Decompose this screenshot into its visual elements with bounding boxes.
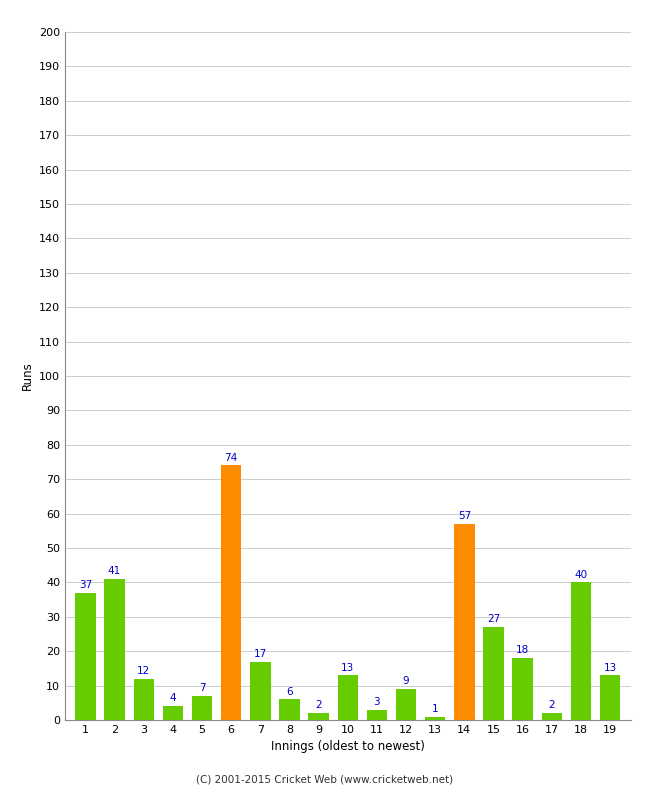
Bar	[105, 579, 125, 720]
Bar	[337, 675, 358, 720]
Bar	[484, 627, 504, 720]
Text: 18: 18	[516, 646, 529, 655]
Text: 41: 41	[108, 566, 121, 576]
Text: (C) 2001-2015 Cricket Web (www.cricketweb.net): (C) 2001-2015 Cricket Web (www.cricketwe…	[196, 774, 454, 784]
Bar	[600, 675, 620, 720]
Text: 40: 40	[575, 570, 588, 580]
Text: 57: 57	[458, 511, 471, 521]
Text: 7: 7	[199, 683, 205, 693]
Bar	[75, 593, 96, 720]
Bar	[541, 713, 562, 720]
Text: 37: 37	[79, 580, 92, 590]
Bar	[221, 466, 241, 720]
Text: 3: 3	[374, 697, 380, 707]
Bar	[454, 524, 474, 720]
Text: 74: 74	[224, 453, 238, 462]
Bar	[512, 658, 533, 720]
Bar	[133, 678, 154, 720]
Text: 2: 2	[315, 700, 322, 710]
Y-axis label: Runs: Runs	[20, 362, 33, 390]
Text: 13: 13	[603, 662, 617, 673]
Bar	[280, 699, 300, 720]
Bar	[250, 662, 270, 720]
X-axis label: Innings (oldest to newest): Innings (oldest to newest)	[271, 741, 424, 754]
Text: 1: 1	[432, 704, 439, 714]
Bar	[192, 696, 212, 720]
Text: 13: 13	[341, 662, 354, 673]
Text: 27: 27	[487, 614, 500, 624]
Bar	[396, 689, 416, 720]
Text: 4: 4	[170, 694, 176, 703]
Bar	[425, 717, 445, 720]
Text: 17: 17	[254, 649, 267, 658]
Bar	[367, 710, 387, 720]
Text: 12: 12	[137, 666, 150, 676]
Text: 2: 2	[549, 700, 555, 710]
Bar	[308, 713, 329, 720]
Text: 6: 6	[286, 686, 292, 697]
Bar	[162, 706, 183, 720]
Text: 9: 9	[403, 676, 410, 686]
Bar	[571, 582, 591, 720]
